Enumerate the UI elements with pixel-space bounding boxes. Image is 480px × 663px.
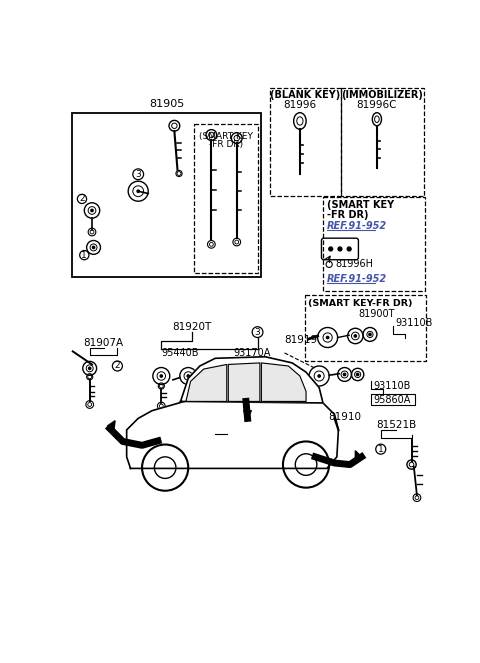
Text: 81996H: 81996H	[336, 259, 373, 269]
Circle shape	[326, 336, 329, 339]
Bar	[323, 197, 425, 291]
Text: 93110B: 93110B	[396, 318, 433, 328]
Circle shape	[160, 375, 162, 377]
Circle shape	[347, 247, 351, 251]
Circle shape	[369, 333, 371, 335]
Text: REF.91-952: REF.91-952	[327, 221, 387, 231]
Bar	[341, 88, 424, 196]
Text: 81905: 81905	[149, 99, 184, 109]
Bar	[72, 113, 262, 277]
Text: 81920T: 81920T	[172, 322, 212, 332]
Text: 81910: 81910	[328, 412, 361, 422]
Polygon shape	[180, 357, 323, 403]
Circle shape	[357, 373, 359, 376]
Text: 93170A: 93170A	[233, 348, 271, 358]
Text: (SMART KEY: (SMART KEY	[199, 132, 253, 141]
Text: (SMART KEY-FR DR): (SMART KEY-FR DR)	[308, 299, 413, 308]
Polygon shape	[228, 363, 260, 401]
Text: (BLANK KEY): (BLANK KEY)	[270, 90, 340, 100]
Polygon shape	[127, 391, 338, 469]
Circle shape	[137, 190, 139, 192]
Polygon shape	[186, 365, 227, 401]
Circle shape	[329, 247, 333, 251]
Bar	[193, 124, 258, 273]
Text: 93110B: 93110B	[373, 381, 410, 391]
Text: 81907A: 81907A	[84, 337, 124, 347]
Text: 3: 3	[255, 328, 261, 337]
Polygon shape	[355, 451, 361, 463]
Text: (SMART KEY: (SMART KEY	[327, 200, 394, 210]
Text: -FR DR): -FR DR)	[209, 140, 243, 149]
Circle shape	[92, 246, 95, 249]
Text: (IMMOBILIZER): (IMMOBILIZER)	[341, 90, 423, 100]
Circle shape	[91, 210, 93, 211]
Circle shape	[343, 373, 346, 376]
Text: 2: 2	[115, 361, 120, 371]
Text: 81996C: 81996C	[356, 100, 396, 110]
Text: 95440B: 95440B	[162, 348, 199, 358]
Polygon shape	[244, 410, 252, 418]
Text: 3: 3	[135, 170, 141, 179]
Circle shape	[228, 375, 230, 377]
Polygon shape	[108, 420, 115, 432]
Circle shape	[88, 367, 91, 369]
Text: 2: 2	[79, 194, 85, 204]
Circle shape	[354, 335, 357, 337]
Bar	[371, 394, 415, 404]
Bar	[270, 88, 341, 196]
Text: 81521B: 81521B	[376, 420, 416, 430]
Text: 81900T: 81900T	[359, 309, 395, 319]
Circle shape	[252, 374, 255, 377]
Circle shape	[187, 375, 190, 377]
Circle shape	[338, 247, 342, 251]
Text: 1: 1	[82, 251, 87, 260]
Bar	[304, 295, 426, 361]
Text: 1: 1	[378, 445, 384, 453]
Text: REF.91-952: REF.91-952	[327, 274, 387, 284]
Text: -FR DR): -FR DR)	[327, 210, 368, 219]
Text: 81996: 81996	[284, 100, 317, 110]
Circle shape	[318, 375, 320, 377]
Text: 95860A: 95860A	[373, 395, 410, 405]
Text: 81919: 81919	[285, 335, 318, 345]
Polygon shape	[262, 363, 306, 401]
